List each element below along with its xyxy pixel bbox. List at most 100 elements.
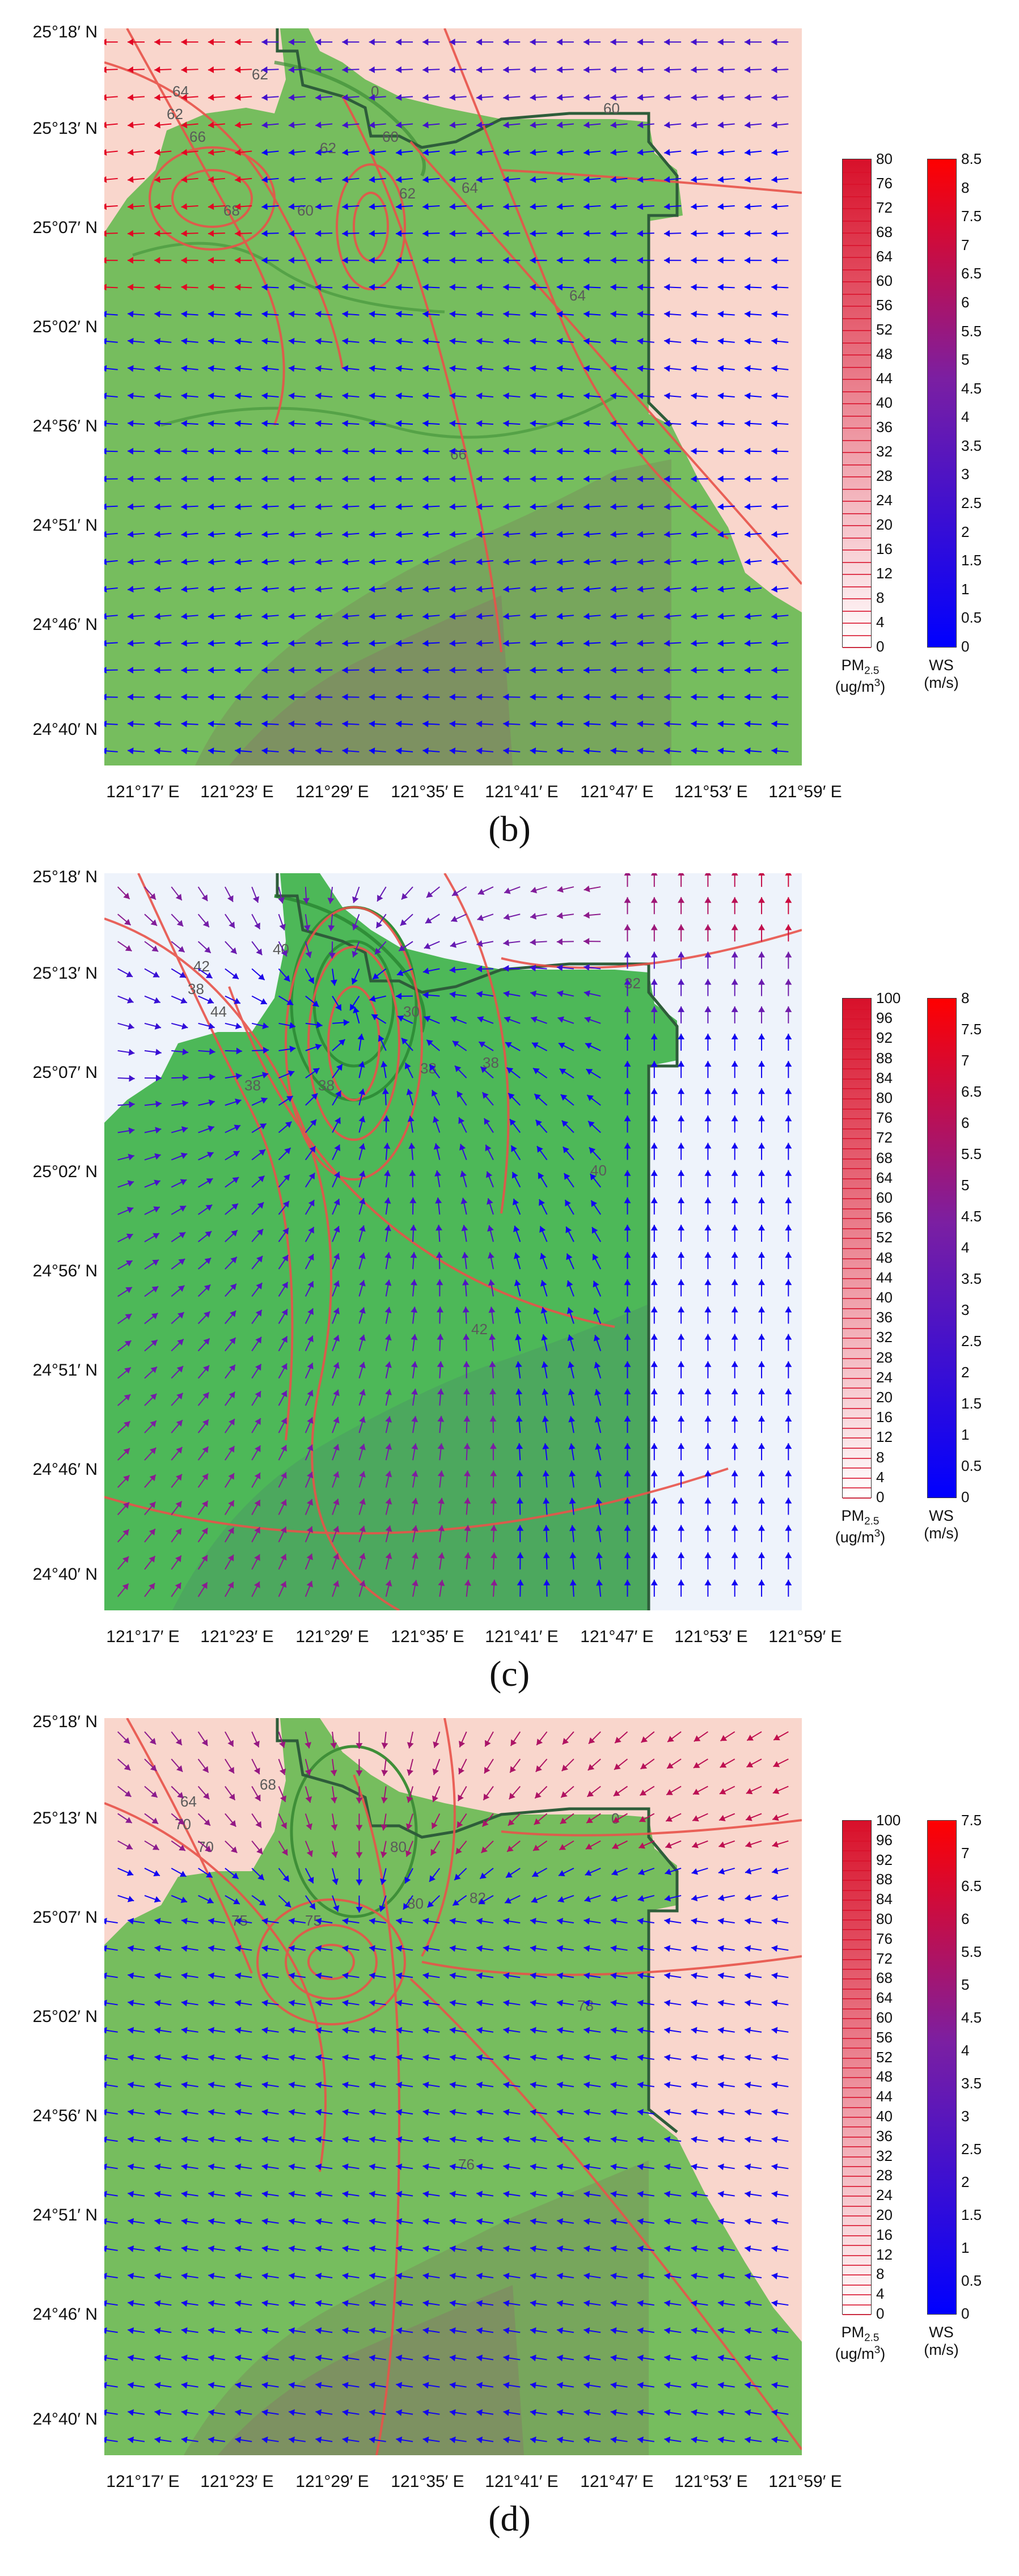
wind-arrow-head [126, 1233, 133, 1240]
wind-arrow-head [610, 2273, 617, 2279]
wind-arrow-head [771, 2190, 778, 2198]
wind-arrow-head [280, 1795, 286, 1802]
wind-arrow-head [610, 720, 616, 727]
wind-arrow-head [254, 1794, 261, 1801]
wind-arrow-head [718, 2354, 724, 2362]
wind-arrow-head [208, 121, 214, 129]
pm25-band-line [843, 2097, 871, 2099]
wind-arrow [104, 532, 118, 535]
wind-arrow-head [463, 1443, 471, 1449]
wind-arrow-head [125, 1314, 132, 1320]
wind-arrow-head [717, 203, 724, 210]
wind-arrow-head [286, 999, 294, 1005]
wind-arrow-head [307, 1308, 314, 1316]
ws-tick-label: 1 [961, 2239, 970, 2256]
wind-arrow-head [396, 2273, 403, 2279]
wind-arrow-head [342, 39, 348, 46]
wind-arrow-head [637, 94, 644, 101]
wind-arrow-head [154, 2054, 161, 2061]
wind-arrow-head [745, 149, 751, 156]
wind-arrow-head [557, 2109, 564, 2116]
wind-arrow-head [235, 311, 241, 318]
wind-arrow-head [425, 917, 432, 924]
wind-arrow-head [177, 1792, 184, 1799]
wind-arrow-head [503, 693, 509, 701]
wind-arrow-head [664, 2054, 671, 2061]
wind-arrow-head [369, 640, 375, 647]
ws-tick-label: 3.5 [961, 2075, 982, 2092]
wind-arrow-head [315, 720, 322, 727]
wind-arrow-head [731, 1579, 738, 1585]
wind-arrow-head [556, 257, 563, 264]
wind-arrow-head [476, 558, 483, 565]
wind-arrow-head [315, 2218, 322, 2225]
wind-arrow-head [356, 1825, 363, 1831]
wind-arrow-head [556, 447, 563, 455]
wind-arrow-head [307, 1876, 314, 1884]
pm25-band-line [843, 196, 871, 197]
wind-arrow-head [585, 1843, 593, 1850]
wind-arrow-head [104, 2082, 107, 2088]
pm25-contours [104, 1718, 802, 2455]
wind-arrow-head [530, 2437, 536, 2443]
wind-arrow-head [230, 1257, 237, 1263]
wind-arrow-head [154, 1023, 161, 1030]
wind-arrow-head [490, 1470, 497, 1477]
wind-arrow-head [151, 1286, 159, 1293]
wind-arrow-head [235, 2027, 242, 2034]
wind-arrow-head [505, 1042, 512, 1048]
wind-arrow-head [650, 1443, 658, 1449]
wind-arrow-head [342, 747, 348, 755]
pm25-band-line [843, 2215, 871, 2217]
wind-arrow [104, 2220, 118, 2224]
wind-arrow-head [731, 897, 738, 903]
wind-arrow-head [557, 2300, 564, 2307]
lon-label: 121°17′ E [106, 1627, 180, 1646]
contour-value-label: 42 [193, 958, 210, 975]
wind-arrow-head [384, 1225, 391, 1232]
wind-arrow-head [637, 558, 644, 565]
wind-arrow-head [678, 1306, 685, 1313]
wind-arrow-head [104, 203, 107, 210]
wind-arrow-head [180, 1179, 187, 1186]
wind-arrow-head [328, 953, 336, 959]
wind-arrow-head [315, 2082, 322, 2088]
wind-arrow-head [745, 2245, 751, 2252]
pm25-band-line [843, 2176, 871, 2177]
pm25-band-line [843, 1900, 871, 1901]
wind-arrow-head [704, 951, 712, 958]
wind-arrow-head [127, 503, 134, 510]
wind-arrow-head [397, 1015, 404, 1022]
wind-arrow [104, 2165, 118, 2169]
wind-arrow-head [342, 531, 348, 538]
wind-arrow-head [449, 2190, 456, 2198]
wind-arrow-head [104, 693, 107, 701]
wind-arrow-head [664, 2327, 671, 2334]
ws-title: WS [929, 657, 954, 674]
wind-arrow-head [458, 1117, 465, 1124]
wind-arrow-head [584, 94, 590, 101]
wind-arrow-head [396, 586, 402, 593]
wind-arrow-head [650, 1143, 658, 1149]
wind-arrow-head [664, 1999, 671, 2007]
wind-arrow-head [122, 1529, 129, 1536]
wind-arrow-head [286, 1095, 293, 1102]
wind-arrow-head [155, 1127, 162, 1134]
wind-arrow-head [228, 1766, 234, 1774]
wind-arrow-head [422, 392, 429, 400]
wind-arrow-head [289, 2082, 295, 2088]
pm25-band-line [843, 1008, 871, 1010]
wind-arrow-head [254, 923, 260, 929]
wind-arrow-head [745, 2409, 751, 2416]
wind-arrow-head [691, 2437, 697, 2443]
pm25-band-line [843, 403, 871, 404]
wind-arrow-head [449, 2054, 456, 2061]
wind-arrow-head [383, 1143, 391, 1149]
wind-arrow-head [624, 1334, 631, 1340]
wind-arrow-head [637, 149, 644, 156]
wind-arrow-head [153, 1870, 160, 1876]
wind-arrow-head [235, 640, 241, 647]
lat-label: 24°40′ N [32, 2410, 98, 2429]
pm25-band-line [843, 549, 871, 551]
wind-arrow-head [454, 1065, 462, 1072]
